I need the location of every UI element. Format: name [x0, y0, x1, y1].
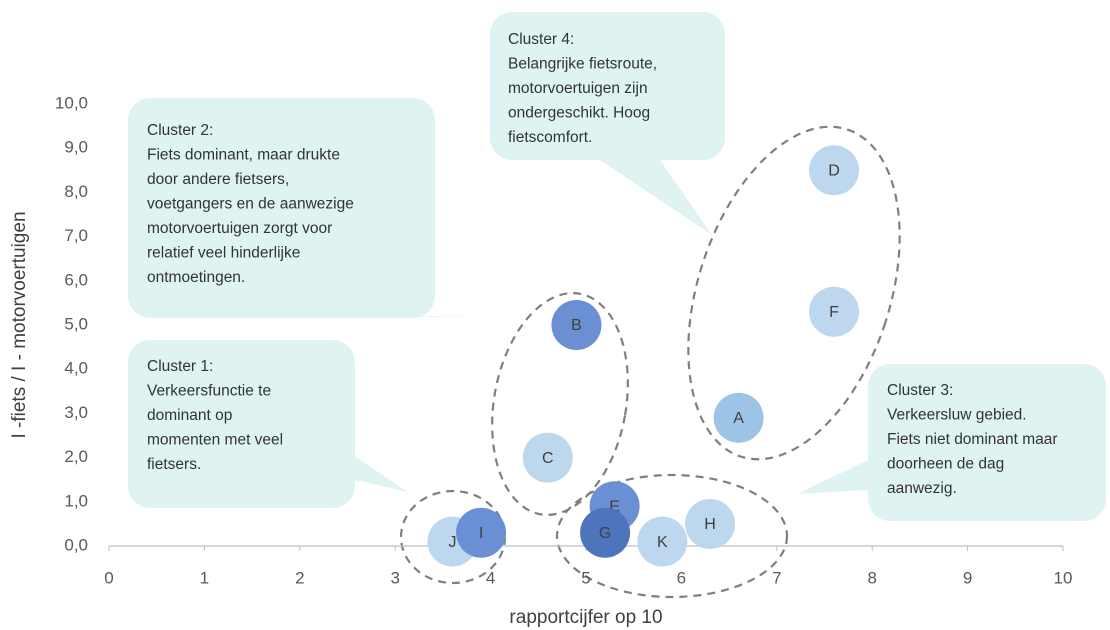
bubble	[713, 392, 764, 443]
bubble	[637, 516, 688, 567]
y-tick-label: 4,0	[64, 359, 88, 378]
x-axis-label: rapportcijfer op 10	[509, 607, 662, 628]
callout-box	[868, 364, 1106, 521]
callout-text: Fiets dominant, maar drukte	[147, 147, 340, 164]
bubble	[456, 507, 507, 558]
bubble-label: J	[448, 534, 456, 551]
callout-text: Cluster 2:	[147, 122, 213, 139]
x-tick-label: 3	[390, 568, 399, 587]
callout-text: dominant op	[147, 407, 232, 424]
x-tick-label: 1	[200, 568, 209, 587]
bubble-label: A	[733, 410, 744, 427]
callout-box	[128, 98, 435, 318]
callout-text: momenten met veel	[147, 432, 283, 449]
bubble-label: K	[657, 534, 668, 551]
callout-text: voetgangers en de aanwezige	[147, 196, 354, 213]
callout-tail	[797, 460, 868, 494]
bubble-label: B	[571, 317, 582, 334]
cluster-outline	[687, 125, 901, 461]
x-tick-label: 2	[295, 568, 304, 587]
callout-text: Belangrijke fietsroute,	[508, 56, 657, 73]
callout-text: Cluster 1:	[147, 358, 213, 375]
callout-text: Cluster 3:	[887, 382, 953, 399]
y-axis-label: I -fiets / I - motorvoertuigen	[9, 211, 30, 438]
bubble	[522, 432, 573, 483]
x-tick-label: 4	[486, 568, 495, 587]
callout-box	[128, 340, 355, 508]
bubble-label: C	[542, 450, 554, 467]
bubble	[809, 145, 860, 196]
bubble-label: G	[599, 525, 611, 542]
y-tick-label: 9,0	[64, 138, 88, 157]
bubble	[580, 507, 631, 558]
callout-text: Verkeersluw gebied.	[887, 407, 1027, 424]
callout-text: ondergeschikt. Hoog	[508, 105, 650, 122]
callout-text: motorvoertuigen zorgt voor	[147, 220, 332, 237]
callout-text: motorvoertuigen zijn	[508, 80, 648, 97]
callout-text: door andere fietsers,	[147, 171, 289, 188]
y-tick-label: 6,0	[64, 270, 88, 289]
x-tick-label: 6	[677, 568, 686, 587]
bubble	[809, 286, 860, 337]
callout-text: fietsers.	[147, 456, 201, 473]
x-tick-label: 7	[772, 568, 781, 587]
callout-text: aanwezig.	[887, 480, 957, 497]
x-tick-label: 10	[1054, 568, 1073, 587]
x-tick-label: 8	[867, 568, 876, 587]
bubble-label: I	[479, 525, 483, 542]
bubble-label: E	[609, 498, 620, 515]
cluster-outline	[491, 292, 629, 516]
callout-text: ontmoetingen.	[147, 269, 245, 286]
y-tick-label: 0,0	[64, 535, 88, 554]
callout-tail	[330, 440, 408, 492]
y-tick-label: 1,0	[64, 491, 88, 510]
y-tick-label: 10,0	[55, 93, 88, 112]
callouts: Cluster 2: Fiets dominant, maar drukte doo…	[128, 12, 1106, 521]
callout-text: Verkeersfunctie te	[147, 383, 271, 400]
callout-text: relatief veel hinderlijke	[147, 245, 300, 262]
cluster-outline	[555, 473, 789, 599]
bubble	[685, 498, 736, 549]
y-tick-label: 8,0	[64, 182, 88, 201]
x-tick-label: 0	[104, 568, 113, 587]
callout-text: doorheen de dag	[887, 456, 1004, 473]
bubble-label: D	[828, 163, 840, 180]
callout-text: fietscomfort.	[508, 129, 592, 146]
y-tick-label: 7,0	[64, 226, 88, 245]
y-tick-label: 3,0	[64, 403, 88, 422]
bubble-label: F	[829, 304, 839, 321]
bubble-label: H	[704, 516, 716, 533]
y-tick-label: 2,0	[64, 447, 88, 466]
callout-box	[490, 12, 725, 160]
y-tick-label: 5,0	[64, 314, 88, 333]
callout-text: Cluster 4:	[508, 31, 574, 48]
callout-text: Fiets niet dominant maar	[887, 431, 1058, 448]
callout-tail	[330, 315, 495, 318]
x-tick-label: 5	[581, 568, 590, 587]
bubble	[551, 300, 602, 350]
callout-tail	[600, 160, 712, 235]
x-tick-label: 9	[963, 568, 972, 587]
